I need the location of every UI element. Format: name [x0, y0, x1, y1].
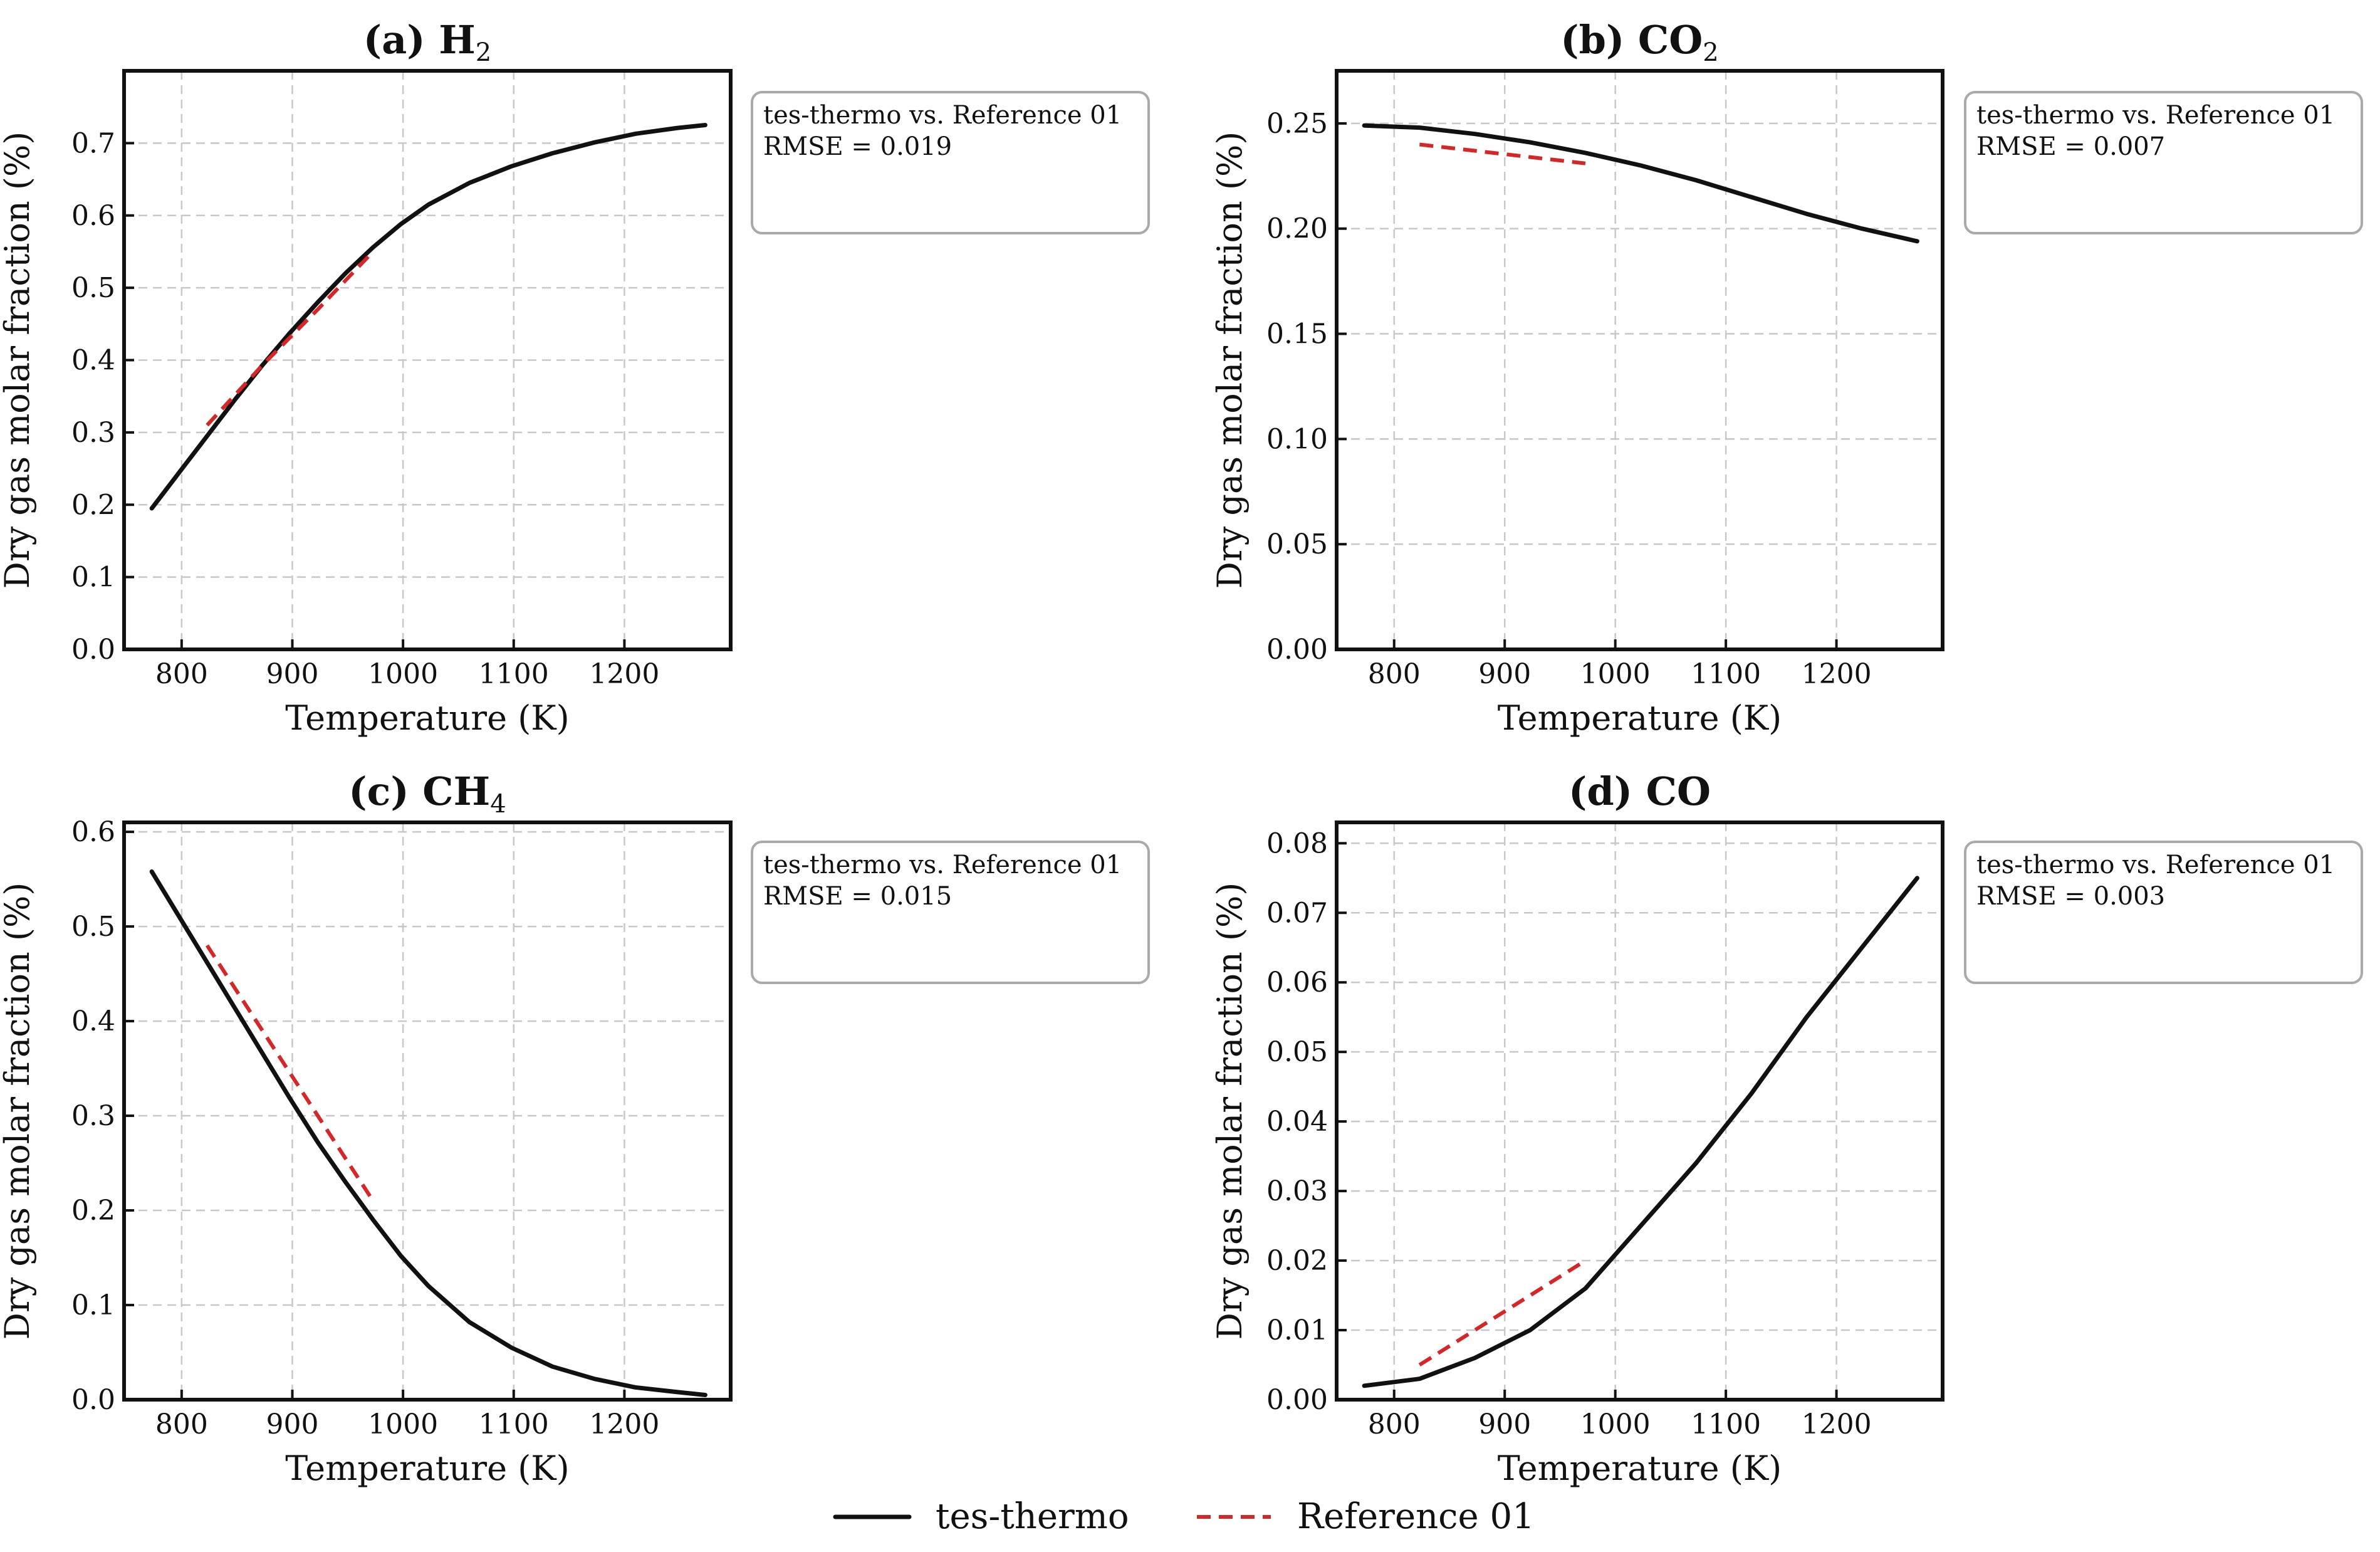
tes-thermo-line	[1362, 123, 1919, 244]
y-axis-label: Dry gas molar fraction (%)	[0, 883, 37, 1340]
y-tick-label: 0.15	[1266, 318, 1328, 350]
y-tick-label: 0.02	[1266, 1245, 1328, 1277]
panel-d: 800 900 1000 1100 1200 0.00 0.01 0.02 0.03 0.04 0.…	[1210, 768, 2363, 1488]
rmse-value: RMSE = 0.015	[763, 882, 952, 911]
rmse-annotation-box	[751, 91, 1150, 234]
x-tick-label: 800	[155, 1408, 208, 1440]
y-tick-label: 0.00	[1266, 634, 1328, 666]
y-tick-label: 0.25	[1266, 108, 1328, 140]
x-tick-label: 1000	[1580, 1408, 1651, 1440]
legend: tes-thermo Reference 01	[833, 1496, 1535, 1537]
x-axis-label: Temperature (K)	[285, 1449, 569, 1488]
x-tick-label: 1100	[1691, 658, 1761, 690]
y-axis-label: Dry gas molar fraction (%)	[1210, 883, 1250, 1340]
y-tick-label: 0.05	[1266, 1036, 1328, 1068]
x-tick-label: 900	[266, 1408, 319, 1440]
plot-frame	[1335, 821, 1944, 1402]
legend-label-reference-01: Reference 01	[1297, 1496, 1535, 1537]
x-tick-label: 1200	[1802, 658, 1872, 690]
y-tick-label: 0.2	[71, 489, 115, 521]
comparison-label: tes-thermo vs. Reference 01	[763, 851, 1122, 879]
y-tick-label: 0.03	[1266, 1175, 1328, 1207]
x-tick-label: 1200	[589, 658, 659, 690]
tes-thermo-line	[1362, 876, 1919, 1388]
panel-title: (c) CH4	[348, 768, 506, 819]
x-tick-label: 1100	[479, 658, 549, 690]
x-tick-label: 1200	[589, 1408, 659, 1440]
y-tick-label: 0.4	[71, 1005, 115, 1037]
panel-title: (b) CO2	[1560, 17, 1718, 67]
y-tick-label: 0.2	[71, 1195, 115, 1227]
x-tick-label: 800	[1368, 1408, 1421, 1440]
y-tick-label: 0.10	[1266, 423, 1328, 455]
y-axis-label: Dry gas molar fraction (%)	[0, 132, 37, 589]
x-tick-label: 1000	[368, 658, 438, 690]
y-tick-label: 0.07	[1266, 897, 1328, 929]
rmse-value: RMSE = 0.003	[1976, 882, 2165, 911]
reference-01-line	[205, 944, 375, 1202]
y-tick-label: 0.08	[1266, 827, 1328, 859]
title-subscript: 2	[476, 38, 491, 67]
x-tick-label: 1200	[1802, 1408, 1872, 1440]
x-axis-label: Temperature (K)	[1498, 698, 1782, 738]
reference-01-line	[1418, 1259, 1587, 1367]
rmse-value: RMSE = 0.019	[763, 132, 952, 161]
panel-title: (d) CO	[1568, 768, 1711, 814]
x-tick-label: 900	[1478, 658, 1531, 690]
reference-01-line	[1419, 142, 1586, 165]
x-tick-label: 900	[1478, 1408, 1531, 1440]
plot-frame	[122, 821, 733, 1402]
comparison-label: tes-thermo vs. Reference 01	[763, 101, 1122, 130]
rmse-value: RMSE = 0.007	[1976, 132, 2165, 161]
y-tick-label: 0.06	[1266, 967, 1328, 999]
x-tick-label: 900	[266, 658, 319, 690]
y-tick-label: 0.00	[1266, 1384, 1328, 1416]
comparison-label: tes-thermo vs. Reference 01	[1976, 851, 2335, 879]
y-tick-label: 0.04	[1266, 1106, 1328, 1138]
x-axis-label: Temperature (K)	[285, 698, 569, 738]
title-subscript: 2	[1703, 38, 1718, 67]
y-tick-label: 0.0	[71, 1384, 115, 1416]
y-axis-label: Dry gas molar fraction (%)	[1210, 132, 1250, 589]
rmse-annotation-box	[751, 841, 1150, 984]
y-tick-label: 0.7	[71, 127, 115, 159]
panel-c: 800 900 1000 1100 1200 0.0 0.1 0.2 0.3 0.4 0.5 0.6 T…	[0, 768, 1150, 1488]
x-tick-label: 1100	[479, 1408, 549, 1440]
reference-01-line	[206, 250, 375, 427]
y-tick-label: 0.01	[1266, 1314, 1328, 1346]
y-tick-label: 0.20	[1266, 213, 1328, 245]
x-tick-label: 800	[1368, 658, 1421, 690]
legend-label-tes-thermo: tes-thermo	[936, 1496, 1129, 1537]
x-tick-label: 800	[155, 658, 208, 690]
y-tick-label: 0.3	[71, 417, 115, 449]
y-tick-label: 0.1	[71, 1289, 115, 1321]
y-tick-label: 0.6	[71, 816, 115, 848]
title-subscript: 4	[490, 790, 506, 819]
y-tick-label: 0.4	[71, 345, 115, 377]
rmse-annotation-box	[1964, 91, 2363, 234]
plot-frame	[1335, 69, 1944, 651]
comparison-label: tes-thermo vs. Reference 01	[1976, 101, 2335, 130]
rmse-annotation-box	[1964, 841, 2363, 984]
x-tick-label: 1100	[1691, 1408, 1761, 1440]
y-tick-label: 0.3	[71, 1100, 115, 1132]
y-tick-label: 0.05	[1266, 528, 1328, 560]
panel-a: 800 900 1000 1100 1200 0.0 0.1 0.2 0.3 0.4 0.5 0.6 0…	[0, 17, 1150, 738]
x-tick-label: 1000	[368, 1408, 438, 1440]
y-tick-label: 0.5	[71, 911, 115, 943]
tes-thermo-line	[149, 869, 707, 1397]
tes-thermo-line	[149, 123, 707, 511]
x-axis-label: Temperature (K)	[1498, 1449, 1782, 1488]
y-tick-label: 0.0	[71, 634, 115, 666]
y-tick-label: 0.5	[71, 272, 115, 304]
panel-b: 800 900 1000 1100 1200 0.00 0.05 0.10 0.15 0.20 0.…	[1210, 17, 2363, 738]
y-tick-label: 0.6	[71, 200, 115, 232]
y-tick-label: 0.1	[71, 562, 115, 594]
x-tick-label: 1000	[1580, 658, 1651, 690]
panel-title: (a) H2	[363, 17, 491, 67]
